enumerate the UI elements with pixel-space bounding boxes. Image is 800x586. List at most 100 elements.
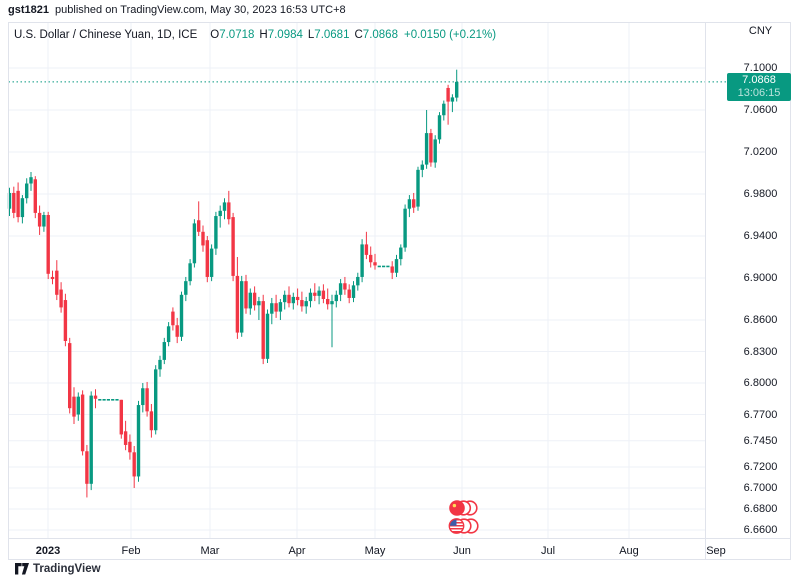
candle-body[interactable] xyxy=(321,290,326,299)
candle-body[interactable] xyxy=(437,115,442,140)
candle-body[interactable] xyxy=(162,342,166,360)
price-axis-separator[interactable] xyxy=(705,22,706,560)
candle-body[interactable] xyxy=(214,216,218,249)
flat-bar[interactable] xyxy=(106,399,110,401)
candle-body[interactable] xyxy=(149,411,154,431)
candle-body[interactable] xyxy=(257,301,261,306)
candle-body[interactable] xyxy=(450,97,455,102)
candle-body[interactable] xyxy=(197,220,201,232)
candle-body[interactable] xyxy=(235,275,240,333)
candle-body[interactable] xyxy=(326,299,330,305)
candle-body[interactable] xyxy=(231,217,235,276)
candle-body[interactable] xyxy=(80,394,85,452)
candle-body[interactable] xyxy=(29,177,33,184)
candle-body[interactable] xyxy=(317,290,321,296)
candle-body[interactable] xyxy=(442,103,446,116)
candle-body[interactable] xyxy=(394,259,399,273)
candle-body[interactable] xyxy=(72,396,76,417)
candle-body[interactable] xyxy=(300,300,304,307)
flat-bar[interactable] xyxy=(382,265,386,268)
candle-body[interactable] xyxy=(205,240,209,277)
flat-bar[interactable] xyxy=(111,399,115,401)
candle-body[interactable] xyxy=(240,281,244,333)
candle-body[interactable] xyxy=(55,270,59,295)
candle-body[interactable] xyxy=(416,169,420,207)
candle-body[interactable] xyxy=(209,248,214,277)
candle-body[interactable] xyxy=(424,133,429,165)
candle-body[interactable] xyxy=(218,210,222,217)
candle-body[interactable] xyxy=(455,81,459,98)
candle-body[interactable] xyxy=(68,343,72,409)
candle-body[interactable] xyxy=(291,296,295,304)
candle-body[interactable] xyxy=(308,292,313,302)
symbol-legend[interactable]: U.S. Dollar / Chinese Yuan, 1D, ICE O7.07… xyxy=(14,29,496,41)
candle-body[interactable] xyxy=(373,262,377,266)
candle-body[interactable] xyxy=(171,311,175,326)
candle-body[interactable] xyxy=(351,285,356,298)
candle-body[interactable] xyxy=(20,198,25,218)
candle-body[interactable] xyxy=(33,179,37,213)
candle-body[interactable] xyxy=(265,313,270,359)
candle-body[interactable] xyxy=(252,292,257,306)
candle-body[interactable] xyxy=(412,199,416,208)
candle-body[interactable] xyxy=(93,395,98,399)
symbol-title[interactable]: U.S. Dollar / Chinese Yuan, 1D, ICE xyxy=(14,29,198,41)
flat-bar[interactable] xyxy=(98,399,102,401)
candle-body[interactable] xyxy=(304,301,308,307)
candle-body[interactable] xyxy=(356,276,360,286)
candle-body[interactable] xyxy=(360,244,364,277)
candle-body[interactable] xyxy=(158,359,162,370)
candle-body[interactable] xyxy=(42,215,46,227)
candle-body[interactable] xyxy=(154,369,158,431)
candle-body[interactable] xyxy=(274,303,278,312)
candle-body[interactable] xyxy=(128,441,132,453)
candle-body[interactable] xyxy=(16,190,20,218)
candle-body[interactable] xyxy=(364,244,369,255)
candle-body[interactable] xyxy=(429,133,433,163)
flat-bar[interactable] xyxy=(377,265,381,268)
flat-bar[interactable] xyxy=(102,399,106,401)
candle-body[interactable] xyxy=(283,294,287,303)
candle-body[interactable] xyxy=(119,399,123,435)
candle-body[interactable] xyxy=(59,289,63,308)
candle-body[interactable] xyxy=(446,87,450,102)
candle-body[interactable] xyxy=(85,451,89,484)
candle-body[interactable] xyxy=(145,388,149,412)
candle-body[interactable] xyxy=(261,301,265,359)
candle-body[interactable] xyxy=(334,294,338,302)
candle-body[interactable] xyxy=(433,139,437,163)
candle-body[interactable] xyxy=(295,296,300,301)
candle-body[interactable] xyxy=(184,281,188,295)
candle-body[interactable] xyxy=(248,292,252,309)
candle-body[interactable] xyxy=(89,395,93,484)
flat-bar[interactable] xyxy=(386,265,390,268)
candle-body[interactable] xyxy=(330,301,334,305)
china-flag-marker[interactable] xyxy=(449,500,478,516)
event-flag-markers[interactable] xyxy=(444,496,484,540)
candle-body[interactable] xyxy=(123,431,128,445)
price-axis[interactable]: 7.1000 7.0600 7.0200 6.9800 6.9400 6.9000 6.86… xyxy=(718,0,800,586)
time-axis[interactable]: 2023 Feb Mar Apr May Jun Jul Aug Sep xyxy=(0,545,800,559)
candle-body[interactable] xyxy=(313,292,317,296)
candle-body[interactable] xyxy=(338,283,343,295)
candle-body[interactable] xyxy=(403,208,407,248)
candle-body[interactable] xyxy=(141,388,145,406)
candle-body[interactable] xyxy=(7,192,12,209)
candle-body[interactable] xyxy=(50,276,55,280)
us-flag-marker[interactable] xyxy=(448,518,479,534)
candle-body[interactable] xyxy=(347,289,351,298)
candle-body[interactable] xyxy=(12,192,16,213)
candle-body[interactable] xyxy=(166,326,171,343)
candle-body[interactable] xyxy=(227,202,231,220)
tradingview-logo[interactable]: TradingView xyxy=(15,563,101,575)
candle-body[interactable] xyxy=(244,281,248,309)
candle-body[interactable] xyxy=(369,254,373,263)
candle-body[interactable] xyxy=(175,325,179,337)
candle-body[interactable] xyxy=(201,231,205,246)
candle-body[interactable] xyxy=(76,396,80,415)
candle-body[interactable] xyxy=(390,266,394,273)
candle-body[interactable] xyxy=(46,215,50,274)
candle-body[interactable] xyxy=(399,247,403,260)
candle-body[interactable] xyxy=(222,202,227,211)
